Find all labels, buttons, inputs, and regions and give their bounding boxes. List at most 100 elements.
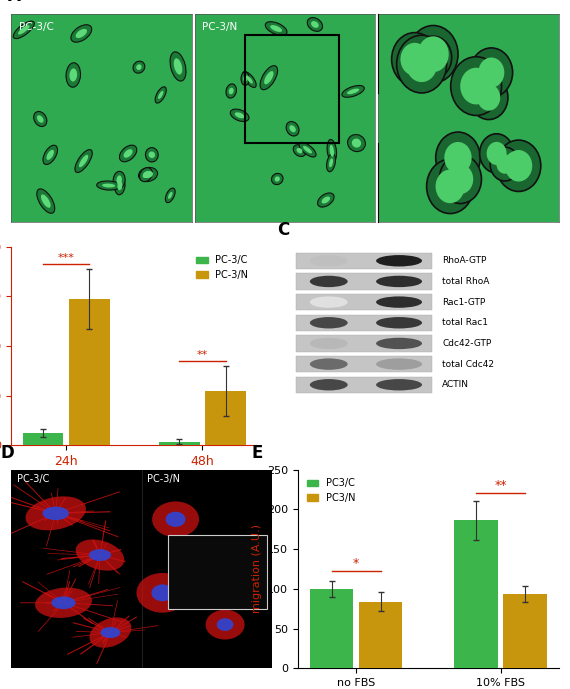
Ellipse shape [186, 548, 249, 596]
Ellipse shape [26, 496, 86, 531]
Ellipse shape [37, 189, 55, 214]
Ellipse shape [235, 112, 245, 119]
Ellipse shape [243, 76, 247, 82]
Ellipse shape [310, 296, 348, 308]
Ellipse shape [347, 89, 359, 94]
Ellipse shape [303, 146, 312, 154]
Ellipse shape [307, 18, 323, 31]
Circle shape [392, 32, 438, 86]
Ellipse shape [89, 617, 132, 648]
Ellipse shape [116, 176, 122, 185]
Ellipse shape [51, 597, 76, 609]
Text: *: * [353, 557, 359, 570]
Ellipse shape [165, 188, 175, 203]
Ellipse shape [158, 91, 164, 99]
Ellipse shape [136, 573, 189, 613]
Ellipse shape [271, 174, 283, 185]
FancyBboxPatch shape [296, 315, 431, 331]
Ellipse shape [264, 71, 274, 84]
Circle shape [496, 154, 513, 174]
Ellipse shape [260, 65, 278, 90]
Ellipse shape [327, 139, 336, 162]
Ellipse shape [170, 52, 186, 81]
Bar [359, 601, 402, 668]
Bar [23, 433, 63, 445]
Ellipse shape [376, 338, 422, 349]
Ellipse shape [290, 125, 296, 132]
Ellipse shape [206, 610, 245, 639]
Ellipse shape [210, 546, 229, 560]
Text: **: ** [197, 350, 208, 360]
Ellipse shape [352, 138, 361, 147]
Y-axis label: migration (A.U.): migration (A.U.) [251, 524, 262, 613]
Ellipse shape [76, 539, 124, 570]
Bar [503, 595, 547, 668]
Circle shape [439, 155, 482, 203]
Ellipse shape [310, 255, 348, 267]
Circle shape [426, 159, 474, 214]
Circle shape [451, 56, 502, 116]
Circle shape [435, 132, 481, 183]
Circle shape [505, 150, 532, 182]
Ellipse shape [243, 72, 256, 88]
Ellipse shape [115, 177, 125, 195]
Ellipse shape [265, 21, 287, 35]
Text: E: E [251, 444, 263, 462]
Ellipse shape [229, 88, 234, 94]
FancyBboxPatch shape [296, 356, 431, 372]
Ellipse shape [70, 68, 77, 81]
Circle shape [415, 36, 451, 79]
Circle shape [397, 35, 447, 93]
Circle shape [401, 43, 429, 76]
Ellipse shape [321, 196, 330, 203]
Circle shape [406, 46, 437, 82]
Ellipse shape [41, 194, 51, 208]
Text: total Cdc42: total Cdc42 [442, 360, 494, 369]
Ellipse shape [296, 148, 303, 154]
Text: Rac1-GTP: Rac1-GTP [442, 298, 486, 307]
Ellipse shape [376, 276, 422, 287]
Circle shape [496, 140, 541, 192]
Ellipse shape [174, 59, 182, 74]
Circle shape [460, 68, 492, 105]
Ellipse shape [275, 176, 280, 182]
Text: total RhoA: total RhoA [442, 277, 490, 286]
Ellipse shape [310, 317, 348, 329]
Text: PC-3/N: PC-3/N [147, 473, 180, 484]
Circle shape [470, 75, 508, 120]
Ellipse shape [168, 192, 173, 199]
Ellipse shape [89, 549, 111, 561]
Bar [205, 391, 246, 445]
Ellipse shape [204, 562, 230, 582]
Bar [159, 442, 199, 445]
Text: A: A [8, 0, 21, 6]
FancyBboxPatch shape [296, 294, 431, 310]
Ellipse shape [102, 183, 115, 187]
Bar [69, 299, 110, 445]
Ellipse shape [120, 145, 137, 162]
Text: total Rac1: total Rac1 [442, 318, 488, 327]
Ellipse shape [142, 172, 149, 178]
Ellipse shape [47, 150, 54, 160]
Bar [310, 589, 353, 668]
Bar [454, 520, 498, 668]
Ellipse shape [270, 25, 282, 32]
Bar [168, 535, 267, 608]
Circle shape [444, 142, 471, 174]
Ellipse shape [310, 276, 348, 287]
Circle shape [490, 147, 519, 181]
Ellipse shape [139, 167, 157, 182]
Circle shape [470, 48, 512, 97]
Ellipse shape [376, 255, 422, 267]
Ellipse shape [113, 172, 125, 189]
Text: PC-3/N: PC-3/N [202, 22, 237, 32]
Ellipse shape [145, 147, 158, 162]
Ellipse shape [100, 627, 120, 638]
Ellipse shape [133, 61, 145, 73]
Ellipse shape [166, 512, 185, 527]
Ellipse shape [124, 150, 133, 158]
Ellipse shape [327, 154, 336, 172]
Circle shape [435, 169, 465, 203]
Ellipse shape [299, 143, 316, 157]
Text: RhoA-GTP: RhoA-GTP [442, 256, 487, 265]
